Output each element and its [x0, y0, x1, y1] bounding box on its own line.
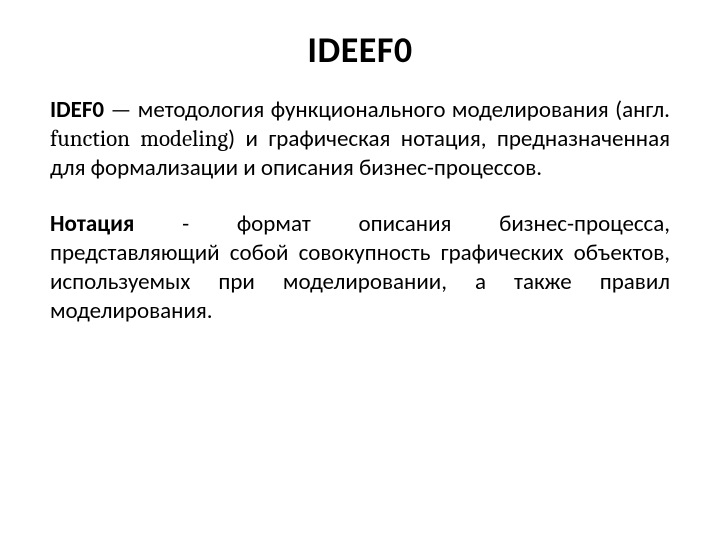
text-segment: — методология функционального моделирова…	[104, 96, 670, 124]
slide-title: IDEEF0	[50, 28, 670, 72]
english-term: function modeling	[50, 125, 228, 152]
term-idef0: IDEF0	[50, 96, 104, 124]
paragraph-idef0: IDEF0 — методология функционального моде…	[50, 96, 670, 182]
paragraph-notation: Нотация - формат описания бизнес-процесс…	[50, 210, 670, 325]
text-segment: - формат описания бизнес-процесса, предс…	[50, 210, 670, 324]
term-notation: Нотация	[50, 210, 134, 238]
